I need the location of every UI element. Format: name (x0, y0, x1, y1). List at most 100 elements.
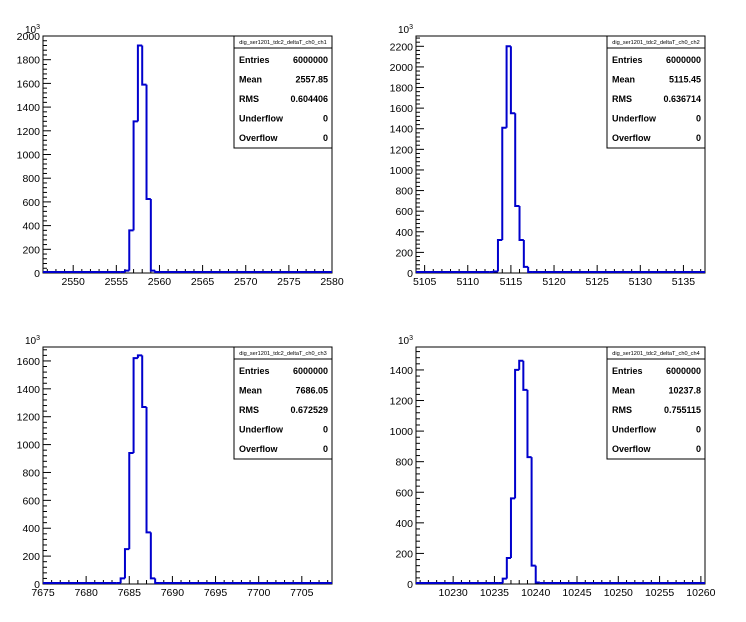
y-tick-label: 600 (395, 487, 413, 499)
y-tick-label: 0 (407, 579, 413, 591)
x-tick-label: 7705 (290, 587, 314, 599)
y-tick-label: 0 (407, 268, 413, 280)
y-tick-label: 1400 (17, 102, 41, 114)
stats-box-frame (233, 346, 333, 460)
x-tick-label: 7695 (204, 587, 228, 599)
y-exponent-base: 10 (25, 336, 37, 347)
histogram-bin (509, 46, 516, 115)
histogram-bin (145, 406, 151, 534)
x-tick-label: 10230 (439, 587, 468, 599)
stats-row-label: Mean (239, 75, 262, 85)
y-tick-label: 1200 (390, 144, 414, 156)
y-tick-label: 200 (395, 548, 413, 560)
stats-row-label: RMS (612, 405, 632, 415)
stats-row-label: Overflow (239, 444, 279, 454)
stats-row-label: RMS (239, 94, 259, 104)
histogram-bin (154, 270, 160, 273)
y-tick-label: 1400 (390, 124, 414, 136)
histogram-bin (136, 354, 143, 359)
stats-box: dig_ser1201_tdc2_deltaT_ch0_ch2 Entries 60… (606, 35, 706, 149)
stats-box-frame (606, 346, 706, 460)
histogram-bin (518, 359, 524, 370)
stats-box-frame (606, 35, 706, 149)
histogram-bin (149, 532, 156, 580)
stats-row-label: Entries (239, 366, 270, 376)
stats-row-label: Underflow (239, 114, 284, 124)
histogram-bin (514, 368, 520, 499)
stats-row-value: 0.755115 (664, 405, 701, 415)
y-tick-label: 2000 (390, 62, 414, 74)
y-exponent-power: 3 (409, 24, 413, 31)
y-tick-label: 800 (395, 457, 413, 469)
histogram-bin (518, 206, 524, 242)
stats-row-value: 0.604406 (290, 94, 328, 104)
y-tick-label: 1200 (390, 396, 414, 408)
histogram-panel-3: 7675 7680 7685 7690 7695 7700 7705 0 200 400 600 80… (17, 335, 333, 599)
y-tick-label: 400 (22, 523, 40, 535)
x-tick-label: 10255 (645, 587, 674, 599)
histogram-bin (123, 269, 130, 272)
y-tick-label: 0 (34, 268, 40, 280)
stats-row-value: 10237.8 (668, 386, 701, 396)
y-tick-label: 1000 (17, 150, 41, 162)
x-tick-label: 2570 (234, 276, 258, 288)
stats-row-label: Overflow (612, 444, 652, 454)
stats-row-value: 6000000 (293, 366, 328, 376)
stats-row-value: 6000000 (666, 366, 701, 376)
histogram-bin (145, 84, 151, 200)
x-tick-label: 10235 (480, 587, 509, 599)
y-exponent-power: 3 (36, 24, 40, 31)
histogram-bin (128, 229, 134, 271)
histogram-bins (416, 359, 705, 584)
stats-box: dig_ser1201_tdc2_deltaT_ch0_ch4 Entries 60… (606, 346, 706, 460)
histogram-bin (136, 44, 143, 122)
histogram-bin (154, 578, 160, 584)
y-tick-label: 1600 (390, 103, 414, 115)
stats-row-label: Underflow (612, 425, 657, 435)
stats-row-label: Mean (612, 75, 635, 85)
y-tick-label: 400 (22, 221, 40, 233)
histogram-bin (501, 577, 507, 583)
histogram-bin (141, 45, 147, 86)
y-tick-label: 1400 (390, 365, 414, 377)
y-exponent-power: 3 (36, 335, 40, 342)
stats-row-value: 7686.05 (295, 386, 328, 396)
stats-box-title: dig_ser1201_tdc2_deltaT_ch0_ch1 (239, 40, 326, 46)
x-tick-label: 2555 (105, 276, 129, 288)
histogram-bin (501, 126, 507, 241)
histogram-bin (526, 389, 532, 459)
histogram-panel-2: 5105 5110 5115 5120 5125 5130 5135 0 200 400 600 80… (390, 24, 706, 288)
x-tick-label: 2580 (320, 276, 344, 288)
y-tick-label: 1200 (17, 412, 41, 424)
y-tick-label: 800 (395, 186, 413, 198)
x-tick-label: 7685 (118, 587, 142, 599)
stats-row-value: 0.672529 (290, 405, 328, 415)
stats-row-value: 6000000 (666, 55, 701, 65)
y-tick-label: 1600 (17, 78, 41, 90)
y-tick-label: 1000 (390, 165, 414, 177)
x-tick-label: 10250 (604, 587, 633, 599)
y-tick-label: 1200 (17, 126, 41, 138)
stats-row-value: 5115.45 (669, 75, 701, 85)
y-tick-label: 800 (22, 467, 40, 479)
y-exponent-base: 10 (398, 25, 410, 36)
stats-row-label: RMS (612, 94, 632, 104)
stats-row-value: 0 (323, 444, 328, 454)
y-tick-label: 400 (395, 518, 413, 530)
stats-box-frame (233, 35, 333, 149)
y-tick-label: 2200 (390, 41, 414, 53)
stats-row-value: 0 (696, 444, 701, 454)
stats-row-label: Underflow (239, 425, 284, 435)
histogram-bin (534, 565, 540, 584)
x-tick-label: 5110 (456, 276, 479, 288)
stats-row-value: 0 (696, 133, 701, 143)
histogram-bin (509, 497, 516, 559)
histogram-bin (514, 113, 520, 208)
x-tick-label: 5115 (500, 276, 523, 288)
histogram-bin (132, 120, 138, 231)
y-exponent-label: 103 (25, 335, 40, 347)
y-tick-label: 1800 (390, 83, 414, 95)
x-tick-label: 2575 (277, 276, 301, 288)
stats-row-label: Overflow (612, 133, 652, 143)
